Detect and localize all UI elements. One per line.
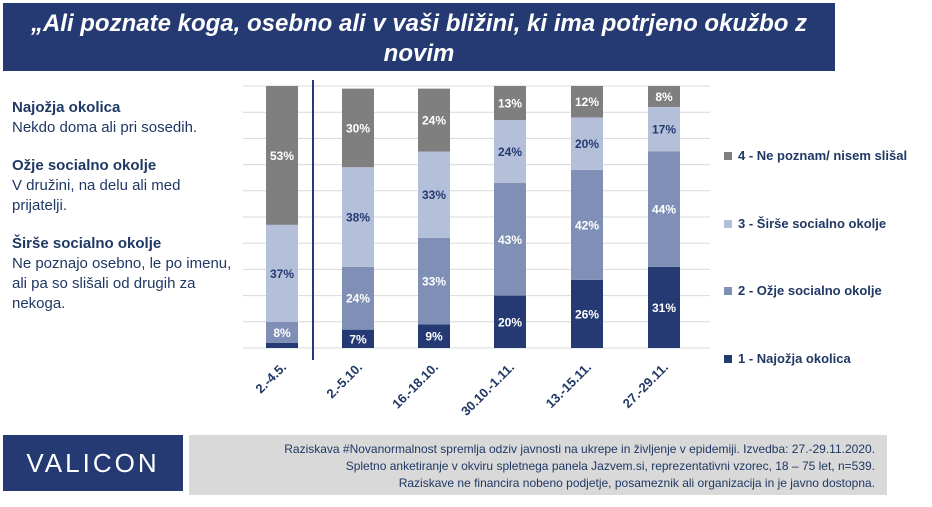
legend-swatch <box>724 220 732 228</box>
x-tick-label: 27.-29.11. <box>620 360 671 411</box>
legend-label: 4 - Ne poznam/ nisem slišal <box>738 148 907 163</box>
bar-segment <box>418 151 450 238</box>
x-tick-label: 13.-15.11. <box>543 360 594 411</box>
data-label: 13% <box>498 97 522 111</box>
bar-segment <box>648 266 680 348</box>
bar-segment <box>342 329 374 348</box>
bar-segment <box>571 279 603 348</box>
x-tick-label: 30.10.-1.11. <box>458 360 517 419</box>
data-label: 20% <box>498 315 522 329</box>
bar-segment <box>266 86 298 225</box>
legend-label: 3 - Širše socialno okolje <box>738 216 886 231</box>
legend-label: 2 - Ožje socialno okolje <box>738 283 882 298</box>
bar-segment <box>266 224 298 322</box>
definition-text: Nekdo doma ali pri sosedih. <box>12 119 198 136</box>
data-label: 43% <box>498 233 522 247</box>
data-label: 44% <box>652 203 676 217</box>
bar-segment <box>494 86 526 121</box>
definition-text: V družini, na delu ali med prijatelji. <box>12 177 181 214</box>
definition-heading: Širše socialno okolje <box>12 235 162 252</box>
bar-segment <box>494 120 526 183</box>
bar-segment <box>571 169 603 280</box>
data-label: 37% <box>270 267 294 281</box>
legend-swatch <box>724 152 732 160</box>
data-label: 20% <box>575 137 599 151</box>
data-label: 24% <box>498 145 522 159</box>
footnote-box: Raziskava #Novanormalnost spremlja odziv… <box>189 435 887 495</box>
definitions-panel: Najožja okolica Nekdo doma ali pri sosed… <box>12 98 237 332</box>
stacked-bar-chart: 8% 37% 53% 2.-4.5. 7% 24% 38% 30% 2.-5.10. 9% 33% 3… <box>243 80 907 419</box>
bar-segment <box>494 182 526 296</box>
data-label: 30% <box>346 121 370 135</box>
definition-heading: Ožje socialno okolje <box>12 157 157 174</box>
bar-segment <box>266 342 298 348</box>
bar-segment <box>418 237 450 325</box>
bar-segment <box>494 295 526 348</box>
bar-segment <box>342 88 374 168</box>
bar-segment <box>571 86 603 118</box>
definition-heading: Najožja okolica <box>12 99 121 116</box>
bar-segment <box>342 167 374 267</box>
legend-swatch <box>724 355 732 363</box>
x-tick-label: 2.-4.5. <box>252 360 289 397</box>
definition-text: Ne poznajo osebno, le po imenu, ali pa s… <box>12 255 232 312</box>
data-label: 24% <box>422 114 446 128</box>
footnote-line-1: Raziskava #Novanormalnost spremlja odziv… <box>284 442 875 456</box>
data-label: 9% <box>425 330 443 344</box>
data-label: 38% <box>346 211 370 225</box>
bar-segment <box>648 106 680 152</box>
bar-segment <box>342 266 374 330</box>
data-label: 33% <box>422 275 446 289</box>
bar-segment <box>418 324 450 348</box>
definition-sirse: Širše socialno okolje Ne poznajo osebno,… <box>12 234 237 314</box>
data-label: 17% <box>652 123 676 137</box>
footnote-line-2: Spletno anketiranje v okviru spletnega p… <box>345 459 875 473</box>
data-label: 12% <box>575 95 599 109</box>
footnote-text: Raziskava #Novanormalnost spremlja odziv… <box>284 441 875 492</box>
valicon-logo: VALICON <box>3 435 183 491</box>
x-tick-label: 16.-18.10. <box>389 360 441 412</box>
data-label: 24% <box>346 292 370 306</box>
data-label: 53% <box>270 149 294 163</box>
data-label: 26% <box>575 307 599 321</box>
data-label: 7% <box>349 332 367 346</box>
bar-segment <box>266 321 298 343</box>
title-bar: „Ali poznate koga, osebno ali v vaši bli… <box>3 3 835 97</box>
data-label: 33% <box>422 188 446 202</box>
data-label: 8% <box>273 326 291 340</box>
legend-swatch <box>724 287 732 295</box>
x-tick-label: 2.-5.10. <box>323 360 365 402</box>
definition-ozje: Ožje socialno okolje V družini, na delu … <box>12 156 237 216</box>
data-label: 31% <box>652 301 676 315</box>
data-label: 42% <box>575 218 599 232</box>
bar-segment <box>571 117 603 170</box>
bar-segment <box>648 86 680 107</box>
footnote-line-3: Raziskave ne financira nobeno podjetje, … <box>398 476 875 490</box>
data-label: 8% <box>655 90 673 104</box>
logo-text: VALICON <box>26 448 160 478</box>
legend-label: 1 - Najožja okolica <box>738 351 851 366</box>
bar-segment <box>418 88 450 152</box>
definition-najozja: Najožja okolica Nekdo doma ali pri sosed… <box>12 98 237 138</box>
title-line-1: „Ali poznate koga, osebno ali v vaši bli… <box>30 10 808 67</box>
bar-segment <box>648 151 680 267</box>
